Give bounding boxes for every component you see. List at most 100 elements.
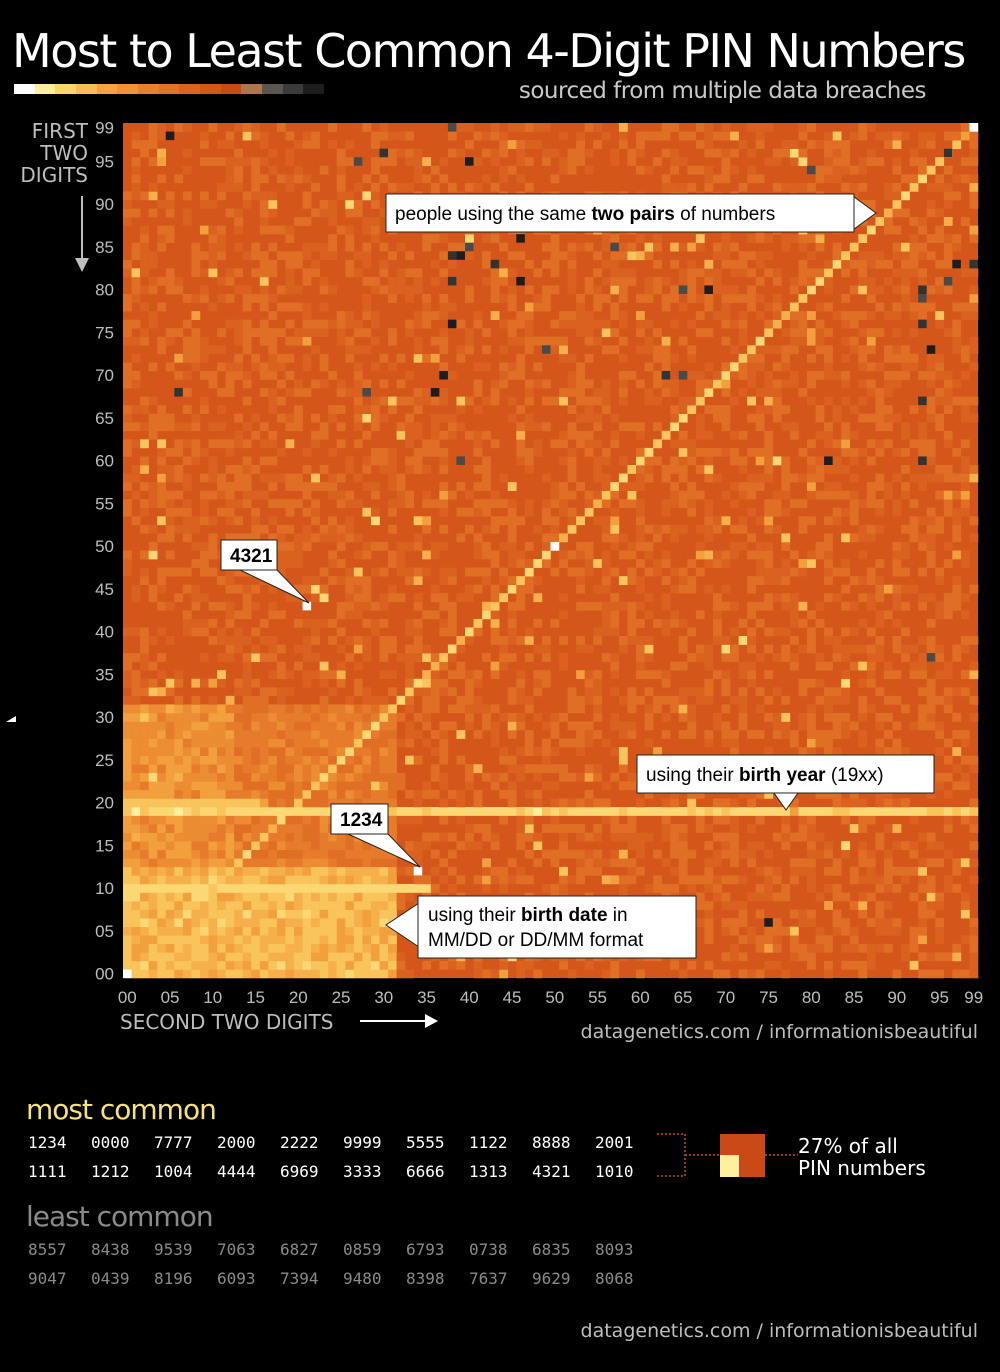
heatmap-cell xyxy=(610,276,620,286)
heatmap-cell xyxy=(174,465,184,474)
heatmap-cell xyxy=(541,738,551,748)
heatmap-cell xyxy=(764,567,774,577)
heatmap-cell xyxy=(858,328,868,338)
heatmap-cell xyxy=(738,430,748,440)
heatmap-cell xyxy=(601,550,611,560)
heatmap-cell xyxy=(772,456,782,466)
heatmap-cell xyxy=(550,807,560,816)
heatmap-cell xyxy=(242,593,252,603)
heatmap-cell xyxy=(490,396,500,406)
heatmap-cell xyxy=(738,618,748,628)
heatmap-cell xyxy=(824,439,833,449)
heatmap-cell xyxy=(721,815,731,825)
heatmap-cell xyxy=(225,533,235,543)
heatmap-cell xyxy=(285,772,295,782)
heatmap-cell xyxy=(131,473,141,483)
heatmap-cell xyxy=(405,465,414,474)
heatmap-cell xyxy=(772,653,782,662)
heatmap-cell xyxy=(182,781,192,791)
heatmap-cell xyxy=(567,319,577,329)
heatmap-cell xyxy=(234,738,243,748)
heatmap-cell xyxy=(499,960,509,970)
heatmap-cell xyxy=(217,704,226,714)
heatmap-cell xyxy=(593,473,603,483)
heatmap-cell xyxy=(952,969,962,979)
heatmap-cell xyxy=(413,174,423,184)
heatmap-cell xyxy=(379,396,389,406)
heatmap-cell xyxy=(140,576,149,585)
heatmap-cell xyxy=(636,798,645,808)
heatmap-cell xyxy=(584,276,594,286)
heatmap-cell xyxy=(174,883,184,893)
heatmap-cell xyxy=(208,943,218,953)
heatmap-cell xyxy=(772,593,782,603)
heatmap-cell xyxy=(439,601,449,611)
heatmap-cell xyxy=(730,858,739,868)
heatmap-cell xyxy=(499,636,509,645)
heatmap-cell xyxy=(576,379,585,389)
heatmap-cell xyxy=(276,251,286,261)
heatmap-cell xyxy=(721,969,731,979)
heatmap-cell xyxy=(140,781,149,791)
heatmap-cell xyxy=(926,901,936,910)
heatmap-cell xyxy=(353,388,363,397)
heatmap-cell xyxy=(849,576,859,585)
heatmap-cell xyxy=(294,217,303,226)
heatmap-cell xyxy=(584,849,594,859)
heatmap-cell xyxy=(593,456,603,466)
heatmap-cell xyxy=(456,396,466,406)
heatmap-cell xyxy=(858,712,868,722)
heatmap-cell xyxy=(550,516,560,526)
heatmap-cell xyxy=(559,653,568,662)
heatmap-cell xyxy=(131,516,141,526)
heatmap-cell xyxy=(336,627,346,637)
heatmap-cell xyxy=(695,388,705,397)
heatmap-cell xyxy=(294,259,303,269)
heatmap-cell xyxy=(610,661,620,671)
heatmap-cell xyxy=(704,559,714,568)
heatmap-cell xyxy=(781,567,791,577)
heatmap-cell xyxy=(336,909,346,919)
heatmap-cell xyxy=(764,405,774,414)
heatmap-cell xyxy=(524,345,534,355)
heatmap-cell xyxy=(644,721,654,731)
heatmap-cell xyxy=(242,841,252,851)
heatmap-cell xyxy=(199,627,209,637)
heatmap-cell xyxy=(199,550,209,560)
legend-swatch xyxy=(220,84,242,94)
page-subtitle: sourced from multiple data breaches xyxy=(518,78,927,104)
heatmap-cell xyxy=(661,353,671,363)
heatmap-cell xyxy=(866,670,876,680)
heatmap-cell xyxy=(328,730,338,739)
heatmap-cell xyxy=(191,935,201,945)
heatmap-cell xyxy=(670,422,680,432)
heatmap-cell xyxy=(131,781,141,791)
heatmap-cell xyxy=(721,584,731,594)
heatmap-cell xyxy=(345,943,355,953)
heatmap-cell xyxy=(268,875,278,885)
heatmap-cell xyxy=(875,259,885,269)
heatmap-cell xyxy=(140,259,149,269)
heatmap-cell xyxy=(285,473,295,483)
heatmap-cell xyxy=(670,482,680,491)
heatmap-cell xyxy=(123,319,132,329)
heatmap-cell xyxy=(191,439,201,449)
heatmap-cell xyxy=(285,849,295,859)
heatmap-cell xyxy=(353,601,363,611)
heatmap-cell xyxy=(251,918,261,927)
heatmap-cell xyxy=(336,883,346,893)
heatmap-cell xyxy=(772,302,782,312)
heatmap-cell xyxy=(123,824,132,833)
heatmap-cell xyxy=(593,849,603,859)
heatmap-cell xyxy=(174,969,184,979)
heatmap-cell xyxy=(858,533,868,543)
heatmap-cell xyxy=(199,157,209,167)
heatmap-cell xyxy=(712,413,722,423)
heatmap-cell xyxy=(388,935,397,945)
heatmap-cell xyxy=(174,892,184,902)
heatmap-cell xyxy=(490,285,500,295)
heatmap-cell xyxy=(157,960,167,970)
heatmap-cell xyxy=(439,234,449,243)
heatmap-cell xyxy=(157,849,167,859)
heatmap-cell xyxy=(712,815,722,825)
